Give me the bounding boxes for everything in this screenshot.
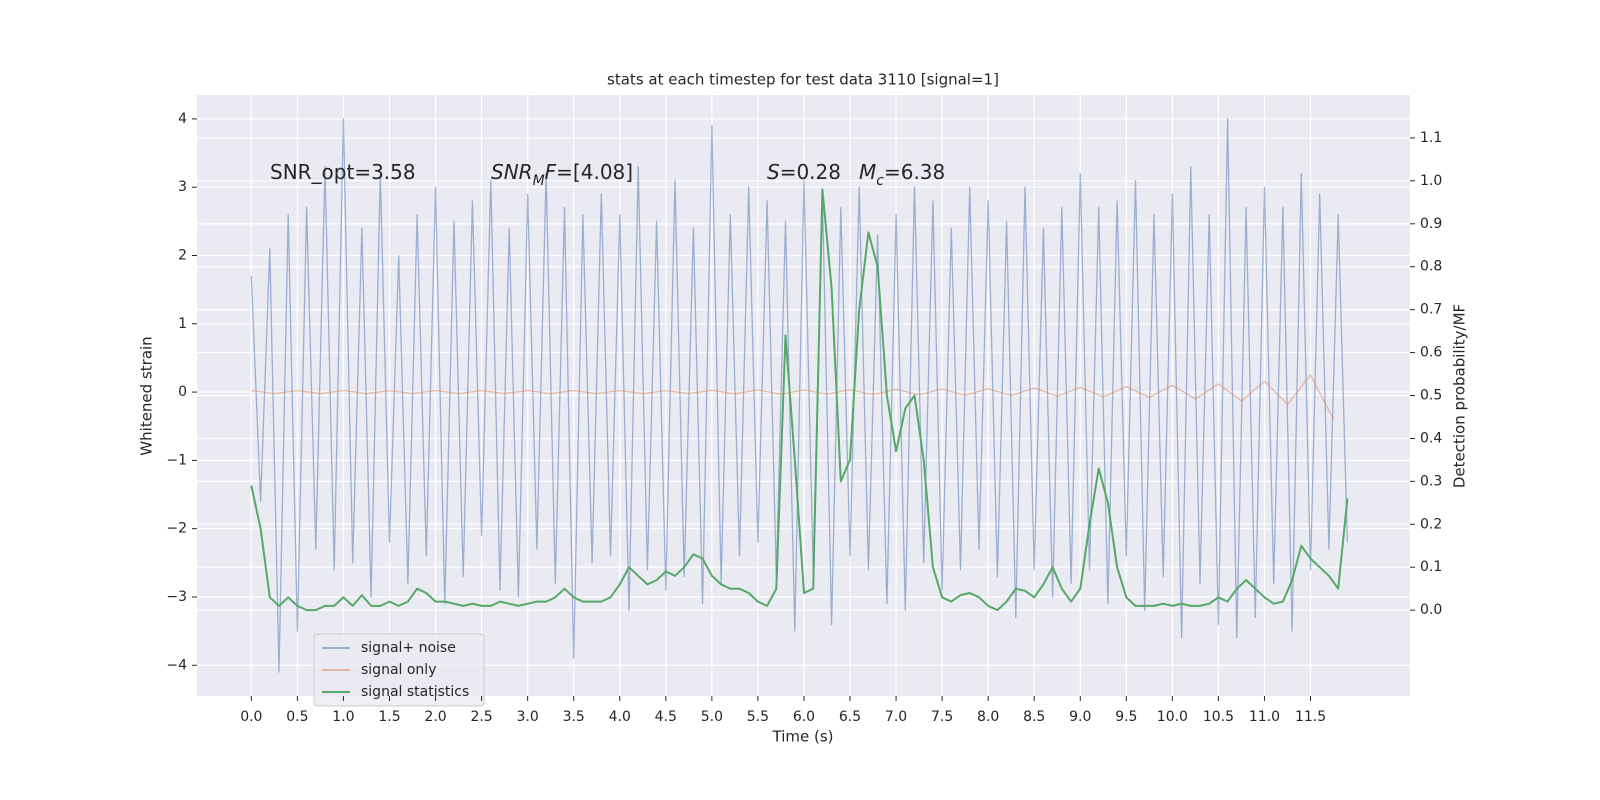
x-tick-label: 11.0 xyxy=(1249,709,1280,725)
chart-title: stats at each timestep for test data 311… xyxy=(607,71,999,89)
x-tick-label: 9.0 xyxy=(1069,709,1091,725)
y2-tick-label: 0.0 xyxy=(1420,602,1442,618)
y-tick-label: 0 xyxy=(178,384,187,400)
x-tick-label: 8.0 xyxy=(977,709,999,725)
x-tick-label: 7.5 xyxy=(931,709,953,725)
x-tick-label: 0.0 xyxy=(240,709,262,725)
marks xyxy=(250,118,1349,673)
y-tick-label: 1 xyxy=(178,316,187,332)
annotations: SNR_opt=3.58 SNRMF=[4.08] S=0.28 Mc=6.38 xyxy=(270,160,945,190)
x-tick-label: 2.5 xyxy=(470,709,492,725)
annotation: Mc=6.38 xyxy=(859,160,945,190)
annotation-part: M xyxy=(533,173,545,189)
annotation: S=0.28 xyxy=(767,160,841,184)
legend-label: signal only xyxy=(361,662,436,678)
x-tick-label: 1.5 xyxy=(378,709,400,725)
annotation-part: M xyxy=(859,160,876,184)
x-tick-label: 11.5 xyxy=(1295,709,1326,725)
legend: signal+ noise signal only signal statistic… xyxy=(313,633,485,707)
y-tick-label: −3 xyxy=(166,589,187,605)
x-tick-label: 1.0 xyxy=(332,709,354,725)
y-tick-label: 2 xyxy=(178,247,187,263)
annotation-part: F xyxy=(545,160,557,184)
x-tick-label: 10.5 xyxy=(1203,709,1234,725)
annotation-part: SNR xyxy=(491,160,533,184)
y2-tick-label: 0.3 xyxy=(1420,473,1442,489)
annotation-part: S xyxy=(767,160,780,184)
y-tick-label: −1 xyxy=(166,452,187,468)
annotation-part: =[4.08] xyxy=(556,160,633,184)
x-tick-label: 10.0 xyxy=(1157,709,1188,725)
x-tick-label: 8.5 xyxy=(1023,709,1045,725)
annotation-part: SNR_opt=3.58 xyxy=(270,160,416,184)
y-tick-label: −2 xyxy=(166,521,187,537)
x-tick-label: 7.0 xyxy=(885,709,907,725)
y2-tick-label: 0.8 xyxy=(1420,259,1442,275)
y2-tick-label: 0.2 xyxy=(1420,516,1442,532)
y-axis-label: Whitened strain xyxy=(138,336,156,455)
y2-tick-label: 1.0 xyxy=(1420,173,1442,189)
x-tick-label: 4.5 xyxy=(655,709,677,725)
x-tick-label: 3.5 xyxy=(563,709,585,725)
x-tick-label: 2.0 xyxy=(424,709,446,725)
y2-tick-label: 0.9 xyxy=(1420,216,1442,232)
annotation-part: =0.28 xyxy=(780,160,841,184)
y2-tick-label: 0.5 xyxy=(1420,388,1442,404)
annotation-part: c xyxy=(876,173,884,189)
x-tick-label: 6.0 xyxy=(793,709,815,725)
annotation: SNR_opt=3.58 xyxy=(270,160,416,184)
legend-label: signal+ noise xyxy=(361,640,456,656)
y-tick-label: 4 xyxy=(178,111,187,127)
annotation: SNRMF=[4.08] xyxy=(491,160,633,190)
series-line xyxy=(250,118,1349,673)
y-tick-label: −4 xyxy=(166,657,187,673)
x-tick-label: 6.5 xyxy=(839,709,861,725)
legend-label: signal statistics xyxy=(361,684,469,700)
y2-tick-label: 0.1 xyxy=(1420,559,1442,575)
legend-box xyxy=(313,633,485,707)
x-tick-label: 4.0 xyxy=(609,709,631,725)
x-tick-label: 3.0 xyxy=(517,709,539,725)
annotation-part: =6.38 xyxy=(884,160,945,184)
x-tick-label: 0.5 xyxy=(286,709,308,725)
x-axis-label: Time (s) xyxy=(772,728,834,746)
y-tick-label: 3 xyxy=(178,179,187,195)
y2-tick-label: 0.7 xyxy=(1420,302,1442,318)
x-tick-label: 9.5 xyxy=(1115,709,1137,725)
y2-axis-label: Detection probability/MF xyxy=(1451,304,1469,488)
y2-tick-label: 0.6 xyxy=(1420,345,1442,361)
series-line xyxy=(251,374,1335,420)
y2-tick-label: 0.4 xyxy=(1420,430,1442,446)
series-line xyxy=(250,188,1349,612)
y2-tick-label: 1.1 xyxy=(1420,130,1442,146)
x-tick-label: 5.0 xyxy=(701,709,723,725)
x-tick-label: 5.5 xyxy=(747,709,769,725)
